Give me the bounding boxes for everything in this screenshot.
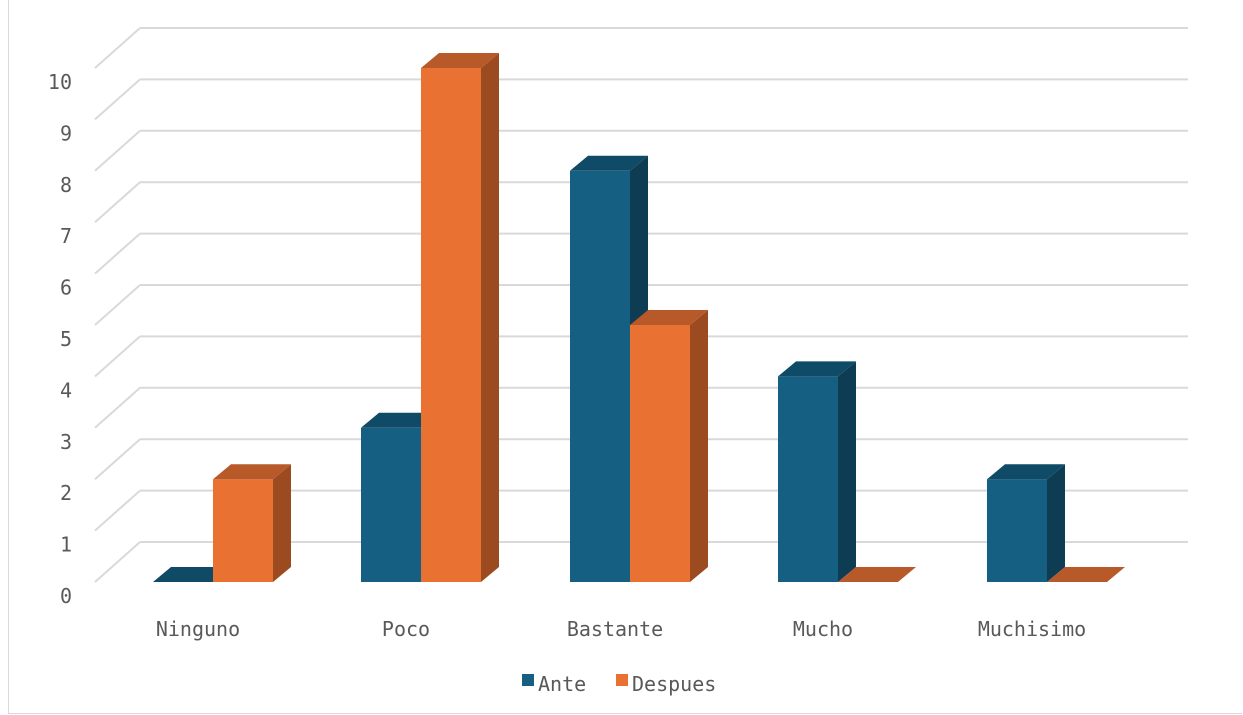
- bar-top: [361, 412, 439, 428]
- x-category-label: Bastante: [567, 617, 663, 641]
- bars: [153, 53, 1125, 583]
- gridline-slant: [94, 541, 141, 583]
- bar-top: [213, 464, 291, 480]
- gridline-slant: [94, 130, 141, 172]
- gridline-slant: [94, 335, 141, 378]
- bar-despues-poco: [421, 53, 499, 582]
- chart-frame: [8, 0, 1242, 714]
- x-category-label: Mucho: [793, 617, 853, 641]
- legend-item-ante: Ante: [522, 672, 586, 696]
- y-tick-label: 6: [60, 276, 72, 300]
- legend-label: Despues: [632, 672, 716, 696]
- y-tick-label: 1: [60, 533, 72, 557]
- bar-side: [838, 361, 856, 582]
- gridline-slant: [94, 387, 141, 429]
- gridline-slant: [94, 78, 141, 121]
- bar-top: [421, 53, 499, 68]
- y-tick-label: 2: [60, 481, 72, 505]
- legend: Ante Despues: [522, 672, 716, 696]
- bar-front: [630, 325, 690, 582]
- gridline-slant: [94, 489, 141, 532]
- legend-item-despues: Despues: [616, 672, 716, 696]
- x-category-label: Ninguno: [156, 617, 240, 641]
- bar-ante-ninguno: [153, 567, 231, 582]
- gridline-slant: [94, 284, 141, 326]
- bar-side: [481, 53, 499, 582]
- bar-despues-muchisimo: [1047, 567, 1125, 582]
- bar-side: [690, 310, 708, 582]
- y-tick-label: 5: [60, 327, 72, 351]
- bar-ante-muchisimo: [987, 464, 1065, 582]
- legend-label: Ante: [538, 672, 586, 696]
- y-tick-label: 4: [60, 378, 72, 402]
- x-axis-categories: Ninguno Poco Bastante Mucho Muchisimo: [156, 617, 1086, 641]
- y-tick-label: 9: [60, 121, 72, 145]
- y-tick-label: 3: [60, 430, 72, 454]
- bar-front: [421, 68, 481, 582]
- legend-swatch: [616, 674, 628, 686]
- bar-front: [778, 376, 838, 582]
- bar-top: [153, 567, 231, 582]
- gridline-slant: [94, 232, 141, 275]
- bar-top: [630, 310, 708, 325]
- bar-despues-bastante: [630, 310, 708, 582]
- bar-front: [213, 479, 273, 582]
- bar-side: [273, 464, 291, 582]
- y-tick-label: 0: [60, 584, 72, 608]
- bar-despues-ninguno: [213, 464, 291, 582]
- bar-top: [838, 567, 916, 582]
- bar-top: [1047, 567, 1125, 582]
- bar-front: [987, 479, 1047, 582]
- y-tick-label: 8: [60, 173, 72, 197]
- bar-top: [987, 464, 1065, 480]
- y-axis-ticks: 0 1 2 3 4 5 6 7 8 9 10: [48, 70, 72, 608]
- gridline-slant: [94, 27, 141, 69]
- y-tick-label: 7: [60, 224, 72, 248]
- bar-front: [361, 427, 421, 582]
- bar-top: [570, 155, 648, 171]
- y-tick-label: 10: [48, 70, 72, 94]
- gridline-slant: [94, 438, 141, 480]
- bar-front: [570, 170, 630, 583]
- bar-top: [778, 361, 856, 377]
- bar-side: [1047, 464, 1065, 582]
- x-category-label: Poco: [382, 617, 430, 641]
- gridline-slant: [94, 181, 141, 223]
- x-category-label: Muchisimo: [978, 617, 1086, 641]
- bar-despues-mucho: [838, 567, 916, 582]
- legend-swatch: [522, 674, 534, 686]
- bar-ante-mucho: [778, 361, 856, 582]
